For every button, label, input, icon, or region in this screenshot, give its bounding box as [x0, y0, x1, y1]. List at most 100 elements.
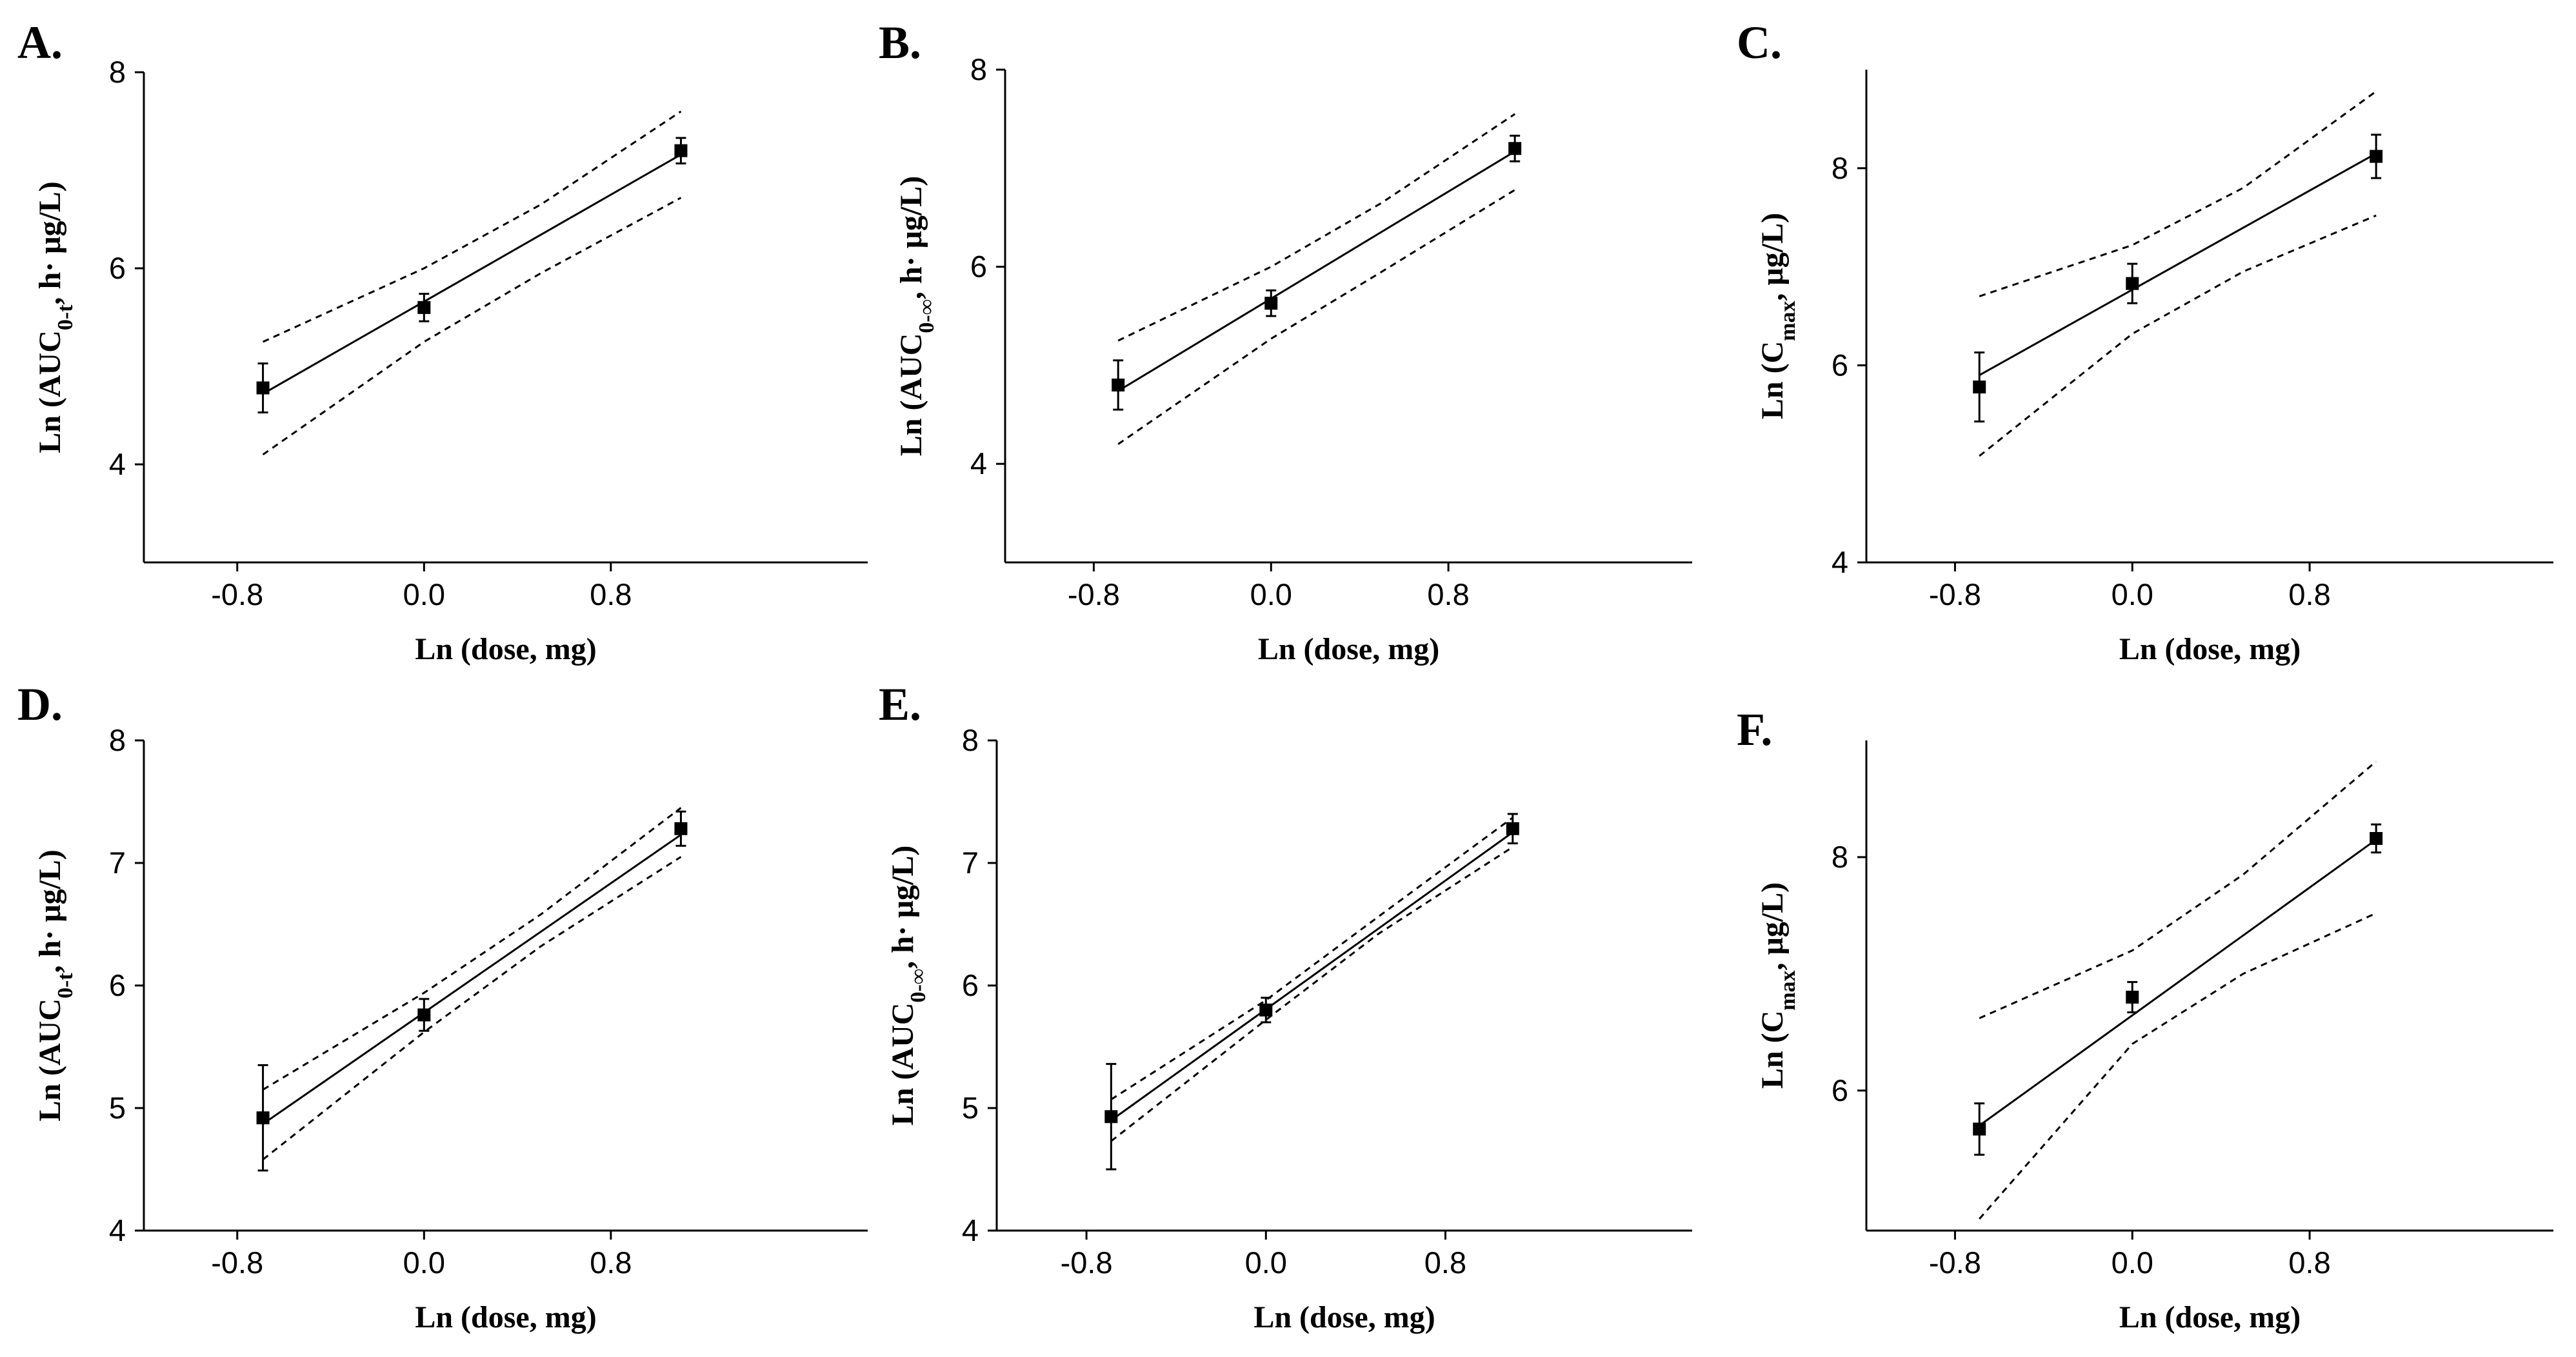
y-axis-label: Ln (Cmax, μg/L): [1755, 882, 1800, 1089]
x-axis-label: Ln (dose, mg): [1258, 632, 1439, 666]
chart-panel-e: E. -0.8 0.0 0.8 4 5 6 7 8 Ln (dose, mg) Ln (AUC0-∞…: [879, 678, 1692, 1334]
x-tick-label: -0.8: [1929, 577, 1981, 611]
panel-label: D.: [17, 678, 63, 730]
x-tick-label: -0.8: [1068, 577, 1120, 611]
y-tick-label: 6: [1832, 348, 1848, 382]
data-point: [674, 822, 688, 835]
x-tick-label: 0.8: [2288, 577, 2330, 611]
x-tick-label: -0.8: [1061, 1245, 1113, 1280]
y-tick-label: 4: [109, 1213, 126, 1247]
ci-upper-line: [1979, 760, 2377, 1020]
y-tick-label: 4: [109, 447, 126, 481]
x-tick-label: 0.0: [2112, 1245, 2153, 1280]
x-axis-label: Ln (dose, mg): [2119, 632, 2301, 666]
panel-label: E.: [879, 678, 921, 730]
x-tick-label: 0.0: [2112, 577, 2153, 611]
y-axis-label: Ln (AUC0-t, h· μg/L): [33, 181, 77, 453]
fit-line: [1117, 150, 1515, 392]
y-tick-label: 4: [1832, 545, 1848, 579]
data-point: [1104, 1110, 1118, 1124]
x-tick-label: -0.8: [211, 1245, 263, 1280]
fit-line: [262, 834, 682, 1125]
chart-panel-f: F. -0.8 0.0 0.8 6 8 Ln (dose, mg) Ln (Cmax, μg/…: [1737, 704, 2553, 1334]
data-point: [256, 381, 270, 395]
data-point: [1973, 1122, 1986, 1136]
y-axis-label: Ln (AUC0-∞, h· μg/L): [894, 176, 939, 457]
ci-lower-line: [262, 197, 682, 456]
y-tick-label: 6: [970, 250, 987, 284]
data-point: [2370, 832, 2383, 845]
x-tick-label: -0.8: [1929, 1245, 1981, 1280]
data-point: [674, 144, 688, 157]
data-point: [1264, 297, 1278, 310]
x-tick-label: 0.8: [590, 577, 632, 611]
y-tick-label: 6: [962, 968, 979, 1002]
y-tick-label: 8: [1832, 151, 1848, 185]
y-tick-label: 5: [109, 1091, 126, 1125]
data-point: [2126, 991, 2139, 1004]
y-tick-label: 7: [962, 846, 979, 880]
data-point: [2370, 150, 2383, 163]
y-tick-label: 8: [109, 55, 126, 89]
data-point: [417, 1008, 431, 1022]
y-tick-label: 7: [109, 846, 126, 880]
ci-lower-line: [1117, 189, 1515, 445]
chart-panel-b: B. -0.8 0.0 0.8 4 6 8 Ln (dose, mg) Ln (AUC0-∞, …: [879, 17, 1692, 666]
panel-label: A.: [17, 17, 63, 68]
x-tick-label: 0.8: [2288, 1245, 2330, 1280]
x-tick-label: -0.8: [211, 577, 263, 611]
y-tick-label: 8: [962, 723, 979, 757]
ci-upper-line: [1110, 817, 1513, 1100]
ci-upper-line: [1117, 113, 1516, 342]
y-tick-label: 5: [962, 1091, 979, 1125]
data-point: [1508, 142, 1522, 155]
fit-line: [1110, 831, 1513, 1122]
panel-label: C.: [1737, 17, 1782, 68]
ci-upper-line: [1979, 90, 2377, 297]
data-point: [256, 1111, 270, 1125]
fit-line: [1979, 152, 2377, 376]
ci-upper-line: [262, 807, 682, 1091]
y-tick-label: 4: [962, 1213, 979, 1247]
y-tick-label: 4: [970, 446, 987, 480]
x-axis-label: Ln (dose, mg): [2119, 1300, 2301, 1334]
y-tick-label: 6: [1832, 1073, 1848, 1107]
x-axis-label: Ln (dose, mg): [415, 1300, 596, 1334]
fit-line: [1979, 838, 2377, 1127]
data-point: [2126, 277, 2139, 290]
y-tick-label: 8: [1832, 840, 1848, 874]
chart-panel-d: D. -0.8 0.0 0.8 4 5 6 7 8 Ln (dose, mg) Ln (AUC0-t…: [17, 678, 868, 1334]
y-axis-label: Ln (Cmax, μg/L): [1755, 213, 1800, 419]
ci-lower-line: [262, 856, 682, 1160]
y-tick-label: 8: [109, 723, 126, 757]
y-axis-label: Ln (AUC0-t, h· μg/L): [33, 849, 77, 1122]
ci-lower-line: [1979, 214, 2377, 457]
x-tick-label: 0.8: [1427, 577, 1469, 611]
y-tick-label: 6: [109, 251, 126, 285]
y-tick-label: 8: [970, 52, 987, 86]
x-tick-label: 0.8: [590, 1245, 632, 1280]
y-tick-label: 6: [109, 968, 126, 1002]
data-point: [1506, 822, 1519, 835]
data-point: [1973, 381, 1986, 394]
data-point: [1259, 1004, 1273, 1016]
data-point: [417, 301, 431, 314]
ci-lower-line: [1979, 912, 2377, 1220]
x-tick-label: 0.0: [1250, 577, 1292, 611]
fit-line: [262, 154, 682, 395]
chart-panel-c: C. -0.8 0.0 0.8 4 6 8 Ln (dose, mg) Ln (Cmax, μg…: [1737, 17, 2553, 666]
x-tick-label: 0.0: [1245, 1245, 1287, 1280]
ci-lower-line: [1110, 846, 1513, 1142]
panel-label: B.: [879, 17, 921, 68]
y-axis-label: Ln (AUC0-∞, h· μg/L): [886, 846, 930, 1126]
chart-panel-a: A. -0.8 0.0 0.8 4 6 8 Ln (dose, mg) Ln (AUC0-t, …: [17, 17, 868, 666]
x-axis-label: Ln (dose, mg): [415, 632, 596, 666]
panel-label: F.: [1737, 704, 1772, 755]
data-point: [1112, 378, 1125, 391]
x-tick-label: 0.8: [1424, 1245, 1466, 1280]
x-axis-label: Ln (dose, mg): [1253, 1300, 1435, 1334]
x-tick-label: 0.0: [403, 1245, 445, 1280]
x-tick-label: 0.0: [403, 577, 445, 611]
